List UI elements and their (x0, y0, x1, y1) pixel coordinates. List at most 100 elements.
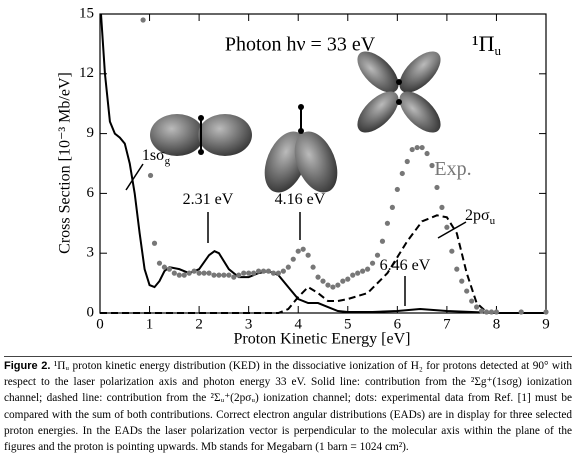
data-point (350, 272, 356, 278)
data-point (221, 272, 227, 278)
data-point (260, 268, 267, 274)
x-tick-label: 8 (493, 316, 501, 332)
x-tick-label: 4 (294, 316, 302, 332)
data-point (330, 284, 336, 290)
y-tick-label: 9 (87, 125, 95, 141)
x-tick-label: 9 (542, 316, 550, 332)
x-tick-label: 5 (344, 316, 352, 332)
data-point (345, 276, 351, 282)
data-point (454, 266, 460, 272)
data-point (290, 256, 296, 262)
data-point (379, 238, 386, 244)
data-point (464, 288, 470, 294)
ead-figure-left (150, 114, 252, 156)
data-point (156, 260, 163, 266)
y-tick-label: 6 (87, 185, 95, 201)
data-point (280, 268, 286, 274)
x-tick-label: 0 (96, 316, 104, 332)
data-point (246, 270, 252, 276)
ead-figure-center (264, 104, 338, 193)
caption-label: Figure 2. (4, 360, 51, 372)
data-point (270, 270, 277, 276)
annotation-sub: u (490, 215, 496, 227)
x-tick-label: 1 (146, 316, 154, 332)
x-tick-label: 2 (195, 316, 203, 332)
data-point (449, 248, 455, 254)
annotation: Exp. (434, 158, 471, 180)
chart-title: Photon hν = 33 eV (225, 34, 376, 56)
data-point (404, 158, 410, 165)
x-tick-label: 7 (443, 316, 451, 332)
y-tick-label: 12 (79, 65, 94, 81)
data-point (469, 298, 475, 304)
annotation-pointer (437, 221, 467, 239)
annotation-text: Exp. (434, 158, 471, 180)
data-point (399, 170, 405, 177)
data-point (216, 272, 222, 278)
data-point (493, 309, 500, 315)
caption: Figure 2. ¹Πᵤ proton kinetic energy dist… (4, 356, 572, 472)
annotation-sub: g (165, 155, 171, 167)
y-axis-label: Cross Section [10⁻³ Mb/eV] (57, 72, 74, 254)
x-axis-label: Proton Kinetic Energy [eV] (234, 331, 411, 348)
data-point (389, 204, 395, 210)
symmetry-sub: u (494, 43, 501, 58)
data-point (315, 274, 321, 280)
data-point (236, 272, 242, 278)
annotation: 2.31 eV (183, 191, 234, 208)
chart: Photon hν = 33 eV ¹Πu Proton Kinetic Ene… (57, 5, 550, 348)
data-point (488, 309, 495, 315)
annotation: 1sσg (142, 147, 171, 167)
data-point (295, 248, 301, 254)
data-point (374, 252, 381, 258)
data-point (265, 268, 272, 274)
caption-text: ¹Πᵤ proton kinetic energy distribution (… (4, 360, 573, 454)
data-point (196, 270, 202, 276)
data-point (518, 309, 524, 315)
data-point (166, 266, 172, 272)
data-point (226, 272, 232, 278)
data-point (543, 309, 549, 315)
plot-frame (99, 13, 547, 314)
data-point (231, 274, 237, 280)
data-point (355, 270, 361, 276)
data-point (201, 270, 207, 276)
data-point (419, 144, 425, 151)
data-point (241, 270, 247, 276)
data-point (384, 220, 391, 226)
data-point (429, 162, 435, 169)
data-point (459, 278, 465, 284)
data-point (140, 17, 146, 23)
data-point (211, 272, 217, 278)
symmetry-text: ¹Π (472, 31, 495, 56)
y-tick-label: 3 (87, 245, 95, 261)
data-point (409, 146, 415, 153)
y-tick-label: 15 (79, 5, 94, 21)
data-point (285, 264, 291, 270)
data-point (478, 308, 485, 314)
data-point (305, 252, 311, 258)
data-point (300, 246, 306, 252)
annotation-text: 4.16 eV (275, 191, 326, 208)
symmetry-label: ¹Πu (472, 31, 501, 58)
data-point (251, 270, 257, 276)
annotation: 6.46 eV (380, 257, 431, 274)
data-point (320, 278, 326, 284)
x-tick-label: 3 (245, 316, 253, 332)
x-tick-label: 6 (394, 316, 402, 332)
annotation-pointer (125, 163, 144, 191)
data-point (394, 186, 400, 193)
data-point (414, 144, 420, 151)
data-point (176, 272, 182, 278)
data-point (161, 264, 168, 270)
data-point (360, 268, 366, 274)
data-point (474, 304, 480, 310)
data-point (369, 260, 376, 266)
data-point (275, 270, 281, 276)
data-point (335, 282, 341, 288)
data-point (186, 270, 192, 276)
data-point (181, 272, 187, 278)
data-point (206, 270, 212, 276)
ead-figure-right (357, 51, 441, 133)
data-point (483, 309, 490, 315)
